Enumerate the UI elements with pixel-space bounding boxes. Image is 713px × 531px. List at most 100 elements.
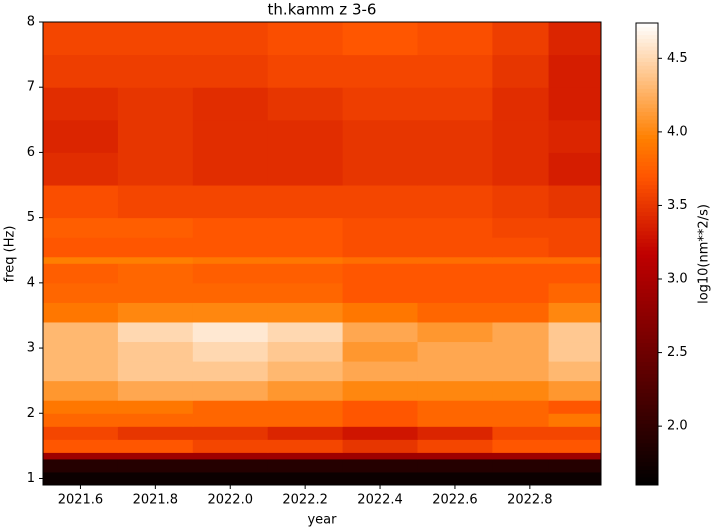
colorbar-swatch xyxy=(636,446,658,451)
colorbar-swatch xyxy=(636,69,658,74)
heatmap-cell xyxy=(548,237,602,258)
heatmap-cell xyxy=(117,217,194,238)
heatmap-cell xyxy=(117,87,194,121)
colorbar-tick-label: 4.5 xyxy=(667,51,688,66)
heatmap-cell xyxy=(492,361,550,382)
heatmap-cell xyxy=(342,282,418,303)
colorbar-swatch xyxy=(636,354,658,359)
heatmap-cell xyxy=(267,87,344,121)
colorbar-swatch xyxy=(636,150,658,155)
heatmap-cell xyxy=(43,361,119,382)
heatmap-cell xyxy=(192,302,269,323)
colorbar-swatch xyxy=(636,342,658,347)
heatmap-cell xyxy=(192,87,269,121)
heatmap-cell xyxy=(192,263,269,284)
heatmap-cell xyxy=(548,263,602,284)
heatmap-cell xyxy=(267,452,344,460)
colorbar-swatch xyxy=(636,261,658,267)
heatmap-cell xyxy=(267,361,344,382)
heatmap-cell xyxy=(417,282,493,303)
heatmap-cell xyxy=(117,452,194,460)
heatmap-cell xyxy=(117,282,194,303)
heatmap-cell xyxy=(417,263,493,284)
colorbar-swatch xyxy=(636,361,658,367)
colorbar-swatch xyxy=(636,111,658,116)
heatmap-cell xyxy=(117,458,194,473)
heatmap-cell xyxy=(43,321,119,343)
heatmap-cell xyxy=(492,263,550,284)
heatmap-cell xyxy=(192,256,269,264)
heatmap xyxy=(43,22,602,486)
heatmap-cell xyxy=(417,341,493,362)
heatmap-cell xyxy=(548,361,602,382)
colorbar-swatch xyxy=(636,61,658,66)
colorbar-swatch xyxy=(636,180,658,186)
heatmap-cell xyxy=(43,380,119,401)
heatmap-cell xyxy=(43,256,119,264)
colorbar-swatch xyxy=(636,46,658,51)
heatmap-cell xyxy=(342,87,418,121)
heatmap-cell xyxy=(342,302,418,323)
heatmap-cell xyxy=(117,152,194,186)
heatmap-cell xyxy=(267,400,344,414)
heatmap-cell xyxy=(267,321,344,343)
colorbar-swatch xyxy=(636,107,658,113)
heatmap-cell xyxy=(492,452,550,460)
heatmap-cell xyxy=(492,54,550,88)
heatmap-cell xyxy=(548,152,602,186)
heatmap-cell xyxy=(492,282,550,303)
colorbar-swatch xyxy=(636,269,658,274)
heatmap-cell xyxy=(43,413,119,427)
heatmap-cell xyxy=(192,185,269,219)
colorbar-swatch xyxy=(636,288,658,293)
heatmap-cell xyxy=(342,263,418,284)
heatmap-cell xyxy=(43,341,119,362)
heatmap-cell xyxy=(548,400,602,414)
heatmap-cell xyxy=(548,87,602,121)
heatmap-cell xyxy=(417,426,493,440)
colorbar-swatch xyxy=(636,123,658,128)
colorbar-swatch xyxy=(636,292,658,297)
colorbar-swatch xyxy=(636,200,658,205)
colorbar-frame xyxy=(635,22,659,486)
heatmap-cell xyxy=(492,471,550,486)
colorbar-swatch xyxy=(636,230,658,236)
heatmap-cell xyxy=(43,439,119,453)
colorbar-swatch xyxy=(636,100,658,105)
colorbar-swatch xyxy=(636,315,658,320)
colorbar-swatch xyxy=(636,296,658,301)
heatmap-cell xyxy=(117,439,194,453)
colorbar-swatch xyxy=(636,331,658,336)
colorbar-swatch xyxy=(636,169,658,174)
colorbar-swatch xyxy=(636,184,658,190)
colorbar-swatch xyxy=(636,346,658,351)
colorbar-swatch xyxy=(636,434,658,440)
heatmap-cell xyxy=(548,471,602,486)
heatmap-cell xyxy=(548,321,602,343)
heatmap-cell xyxy=(43,152,119,186)
heatmap-cell xyxy=(43,263,119,284)
colorbar-swatch xyxy=(636,134,658,139)
colorbar-swatch xyxy=(636,373,658,378)
colorbar-swatch xyxy=(636,53,658,59)
heatmap-cell xyxy=(342,439,418,453)
heatmap-cell xyxy=(548,458,602,473)
colorbar-swatch xyxy=(636,65,658,70)
heatmap-cell xyxy=(267,217,344,238)
colorbar-swatch xyxy=(636,481,658,486)
heatmap-cell xyxy=(548,256,602,264)
colorbar-swatch xyxy=(636,192,658,197)
colorbar xyxy=(636,23,658,486)
heatmap-cell xyxy=(117,380,194,401)
heatmap-cell xyxy=(548,413,602,427)
chart-title: th.kamm z 3-6 xyxy=(268,1,377,19)
heatmap-cell xyxy=(267,439,344,453)
colorbar-swatch xyxy=(636,34,658,39)
colorbar-swatch xyxy=(636,215,658,220)
colorbar-swatch xyxy=(636,23,658,28)
colorbar-swatch xyxy=(636,350,658,355)
colorbar-swatch xyxy=(636,461,658,467)
heatmap-cell xyxy=(267,458,344,473)
heatmap-cell xyxy=(417,217,493,238)
